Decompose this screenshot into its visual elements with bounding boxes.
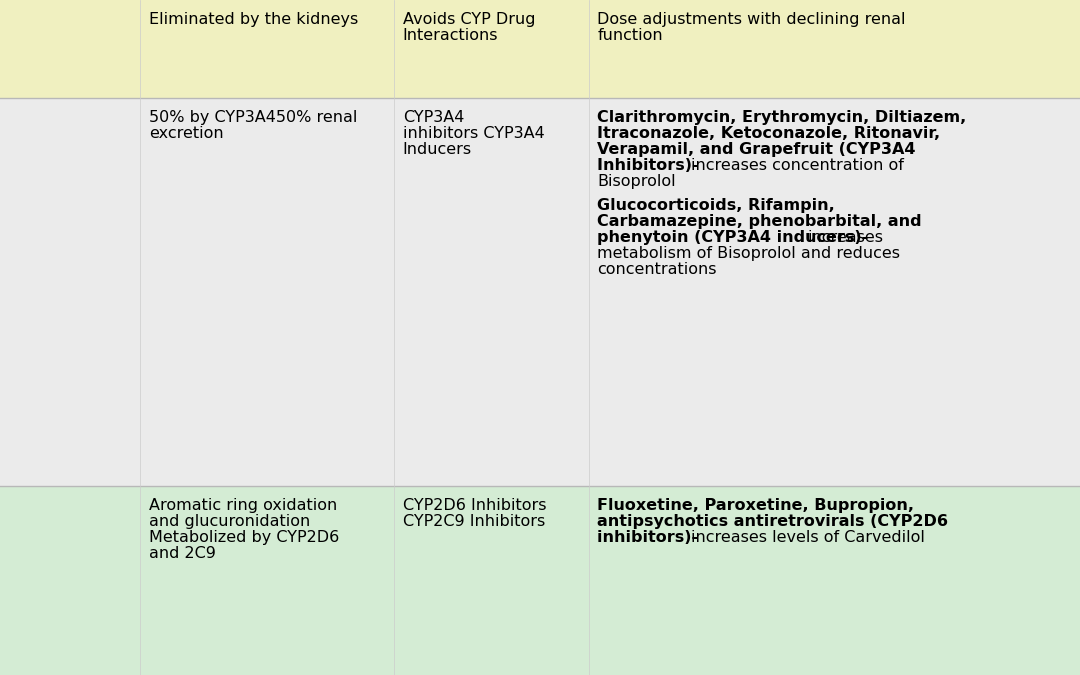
Text: Interactions: Interactions <box>403 28 498 43</box>
Text: Verapamil, and Grapefruit (CYP3A4: Verapamil, and Grapefruit (CYP3A4 <box>597 142 916 157</box>
Text: inhibitors CYP3A4: inhibitors CYP3A4 <box>403 126 544 141</box>
Text: Glucocorticoids, Rifampin,: Glucocorticoids, Rifampin, <box>597 198 835 213</box>
Text: Inducers: Inducers <box>403 142 472 157</box>
Text: and 2C9: and 2C9 <box>149 546 216 561</box>
Text: Avoids CYP Drug: Avoids CYP Drug <box>403 12 536 27</box>
Text: Carbamazepine, phenobarbital, and: Carbamazepine, phenobarbital, and <box>597 214 922 229</box>
Text: CYP2C9 Inhibitors: CYP2C9 Inhibitors <box>403 514 545 529</box>
Text: and glucuronidation: and glucuronidation <box>149 514 310 529</box>
Text: CYP3A4: CYP3A4 <box>403 110 464 125</box>
Text: phenytoin (CYP3A4 inducers)-: phenytoin (CYP3A4 inducers)- <box>597 230 874 245</box>
Text: CYP2D6 Inhibitors: CYP2D6 Inhibitors <box>403 498 546 513</box>
Text: Metabolized by CYP2D6: Metabolized by CYP2D6 <box>149 530 339 545</box>
Text: increases: increases <box>808 230 883 245</box>
Bar <box>0 486 1080 675</box>
Text: Aromatic ring oxidation: Aromatic ring oxidation <box>149 498 337 513</box>
Bar <box>0 0 1080 98</box>
Text: increases concentration of: increases concentration of <box>691 158 904 173</box>
Text: excretion: excretion <box>149 126 224 141</box>
Text: Dose adjustments with declining renal: Dose adjustments with declining renal <box>597 12 906 27</box>
Text: increases levels of Carvedilol: increases levels of Carvedilol <box>691 530 926 545</box>
Text: concentrations: concentrations <box>597 262 717 277</box>
Text: Fluoxetine, Paroxetine, Bupropion,: Fluoxetine, Paroxetine, Bupropion, <box>597 498 915 513</box>
Text: Itraconazole, Ketoconazole, Ritonavir,: Itraconazole, Ketoconazole, Ritonavir, <box>597 126 941 141</box>
Text: Inhibitors)-: Inhibitors)- <box>597 158 704 173</box>
Text: 50% by CYP3A450% renal: 50% by CYP3A450% renal <box>149 110 357 125</box>
Text: antipsychotics antiretrovirals (CYP2D6: antipsychotics antiretrovirals (CYP2D6 <box>597 514 948 529</box>
Bar <box>0 98 1080 486</box>
Text: Eliminated by the kidneys: Eliminated by the kidneys <box>149 12 359 27</box>
Text: Bisoprolol: Bisoprolol <box>597 173 676 188</box>
Text: metabolism of Bisoprolol and reduces: metabolism of Bisoprolol and reduces <box>597 246 901 261</box>
Text: inhibitors)-: inhibitors)- <box>597 530 704 545</box>
Text: function: function <box>597 28 663 43</box>
Text: Clarithromycin, Erythromycin, Diltiazem,: Clarithromycin, Erythromycin, Diltiazem, <box>597 110 967 125</box>
